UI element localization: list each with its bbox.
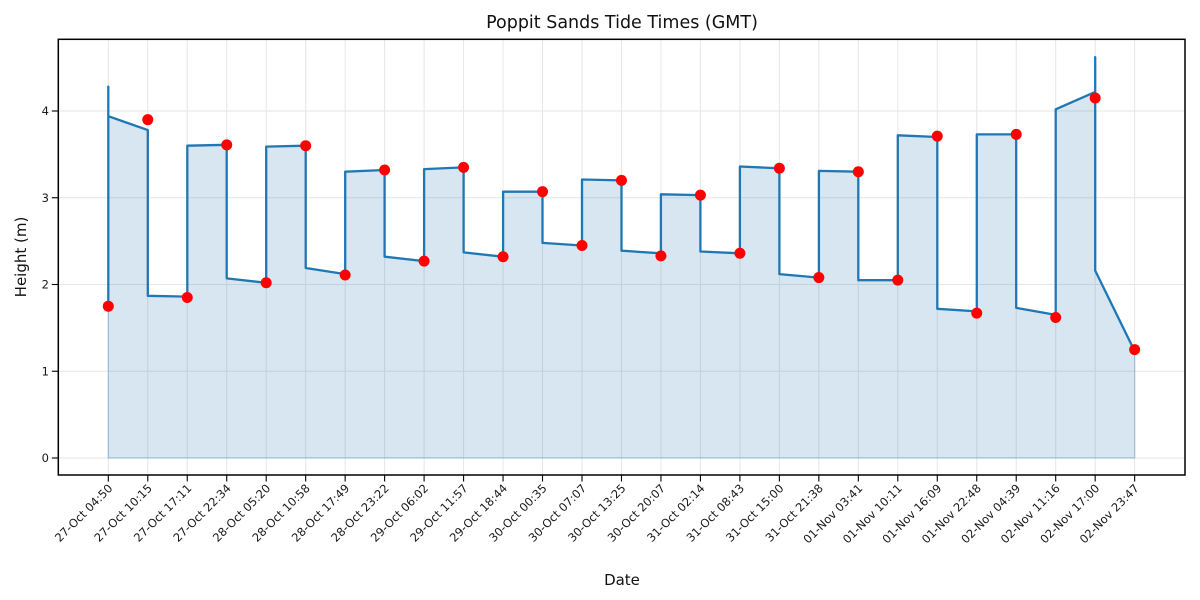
tide-point xyxy=(852,166,864,178)
tide-point xyxy=(418,255,430,267)
tide-point xyxy=(773,162,785,174)
tide-point xyxy=(497,251,509,263)
tide-point xyxy=(1129,344,1141,356)
tide-point xyxy=(379,164,391,176)
tide-point xyxy=(221,139,233,151)
tide-point xyxy=(813,272,825,284)
tide-point xyxy=(300,140,312,152)
x-axis-title: Date xyxy=(604,571,640,589)
tide-point xyxy=(339,269,351,281)
tide-point xyxy=(181,292,193,304)
marker-layer xyxy=(102,92,1141,356)
tide-point xyxy=(694,189,706,201)
y-tick-label: 4 xyxy=(42,104,49,118)
tide-point xyxy=(971,307,983,319)
tide-point xyxy=(458,161,470,173)
y-tick-label: 2 xyxy=(42,278,49,292)
tide-point xyxy=(655,250,667,262)
tide-point xyxy=(1010,128,1022,140)
y-axis-title: Height (m) xyxy=(12,217,30,298)
tide-point xyxy=(734,247,746,259)
tide-point xyxy=(931,130,943,142)
y-tick-label: 3 xyxy=(42,191,49,205)
tide-point xyxy=(1089,92,1101,104)
tide-point xyxy=(102,300,114,312)
tide-point xyxy=(892,274,904,286)
tide-point xyxy=(576,239,588,251)
tide-point xyxy=(537,186,549,198)
y-tick-label: 0 xyxy=(42,451,49,465)
tide-point xyxy=(1050,311,1062,323)
y-tick-label: 1 xyxy=(42,364,49,378)
tide-point xyxy=(260,277,272,289)
tide-point xyxy=(615,174,627,186)
plot-border xyxy=(57,38,1186,476)
tide-point xyxy=(142,114,154,126)
chart-title: Poppit Sands Tide Times (GMT) xyxy=(486,13,758,33)
